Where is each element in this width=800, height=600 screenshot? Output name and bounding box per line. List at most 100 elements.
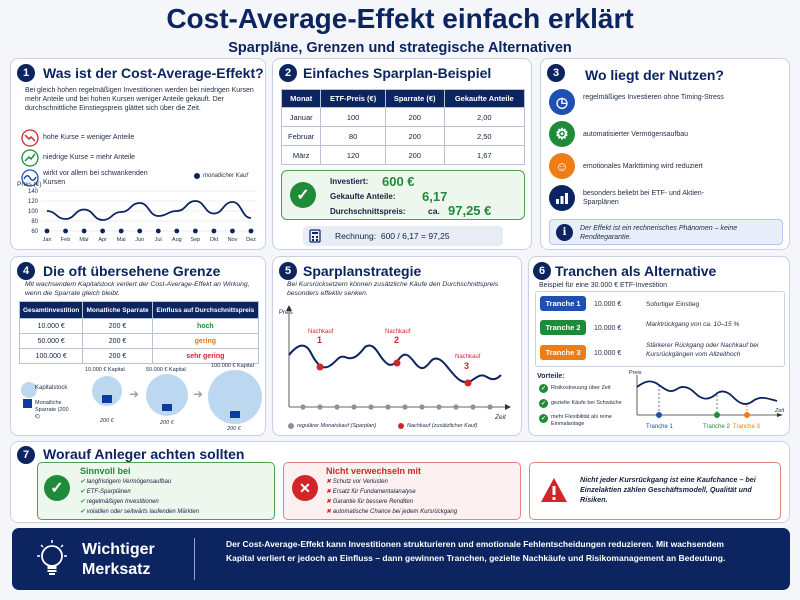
legend-dot-grey	[288, 423, 294, 429]
y-tick-label: 100	[28, 209, 39, 215]
rate-label: 200 €	[100, 418, 114, 424]
section-heading: Die oft übersehene Grenze	[43, 263, 221, 279]
note-box: i Der Effekt ist ein rechnerisches Phäno…	[549, 219, 783, 245]
benefit-item: besonders beliebt bei ETF- und Aktien-Sp…	[583, 190, 705, 206]
good-for-item: ✔ regelmäßigen Investitionen	[80, 499, 159, 505]
monthly-purchase-point	[137, 228, 143, 234]
table-cell: 200 €	[82, 318, 153, 334]
y-tick-label: 80	[31, 219, 38, 225]
tranche-3-label: Tranche 3	[733, 424, 760, 430]
legend-dot-red	[398, 423, 404, 429]
item-text: regelmäßigen Investitionen	[86, 499, 159, 505]
trend-down-icon	[21, 129, 39, 147]
monthly-purchase-point	[211, 228, 217, 234]
monthly-purchase-point	[81, 228, 87, 234]
capital-circle-large	[208, 370, 262, 424]
section-4-card: 4 Die oft übersehene Grenze Mit wachsend…	[10, 256, 266, 436]
checkmark-icon: ✓	[290, 182, 316, 208]
item-text: Garantie für bessere Renditen	[332, 499, 414, 505]
circle-caption: 100.000 € Kapital	[211, 363, 254, 369]
x-tick-label: Jan	[43, 237, 52, 243]
shares-value: 6,17	[422, 189, 448, 204]
section-heading: Worauf Anleger achten sollten	[43, 446, 245, 462]
tranche-2-marker	[714, 412, 720, 418]
table-cell: Januar	[280, 107, 322, 127]
average-price-label: Durchschnittspreis:	[330, 207, 406, 216]
not-confuse-list: ✖ Schutz vor Verlusten ✖ Ersatz für Fund…	[326, 477, 457, 517]
calculation-box: Rechnung: 600 / 6,17 = 97,25	[303, 226, 503, 246]
x-tick-label: Jun	[135, 237, 144, 243]
table-row: Februar 80 200 2,50	[280, 126, 526, 146]
section-heading: Tranchen als Alternative	[555, 263, 717, 279]
circle-caption: 10.000 € Kapital	[85, 367, 125, 373]
item-text: Schutz vor Verlusten	[332, 479, 388, 485]
tranche-2-label: Tranche 2	[703, 424, 730, 430]
section-number: 4	[17, 262, 35, 280]
table-cell: 2,00	[443, 107, 526, 127]
bullet-volatility: wirkt vor allem bei schwankenden Kursen	[43, 170, 148, 186]
intro-text: Mit wachsendem Kapitalstock verliert der…	[25, 281, 250, 297]
nachkauf-number: 2	[394, 335, 400, 345]
nachkauf-marker-2	[393, 359, 401, 367]
tranche-2-badge: Tranche 2	[540, 320, 586, 335]
not-confuse-item: ✖ Garantie für bessere Renditen	[326, 499, 414, 505]
check-icon: ✓	[539, 414, 548, 423]
effect-cell: sehr gering	[151, 348, 260, 364]
x-tick-label: Nov	[228, 237, 238, 243]
strategy-chart	[286, 305, 511, 410]
table-cell: 200	[384, 107, 445, 127]
section-5-card: 5 Sparplanstrategie Bei Kursrücksetzern …	[272, 256, 522, 436]
x-tick-label: Dez	[246, 237, 256, 243]
x-tick-label: Feb	[61, 237, 70, 243]
tranche-description: Marktrückgang von ca. 10–15 %	[646, 321, 740, 328]
column-header: ETF-Preis (€)	[320, 89, 386, 108]
checkmark-icon: ✓	[44, 475, 70, 501]
monthly-purchase-point	[174, 228, 180, 234]
monthly-purchase-point	[192, 228, 198, 234]
good-for-item: ✔ langfristigem Vermögensaufbau	[80, 479, 172, 485]
table-header-row: Gesamtinvestition Monatliche Sparrate Ei…	[18, 301, 260, 319]
y-tick-label: 60	[31, 229, 38, 235]
monthly-purchase-point	[63, 228, 68, 234]
monthly-purchase-point	[118, 228, 124, 234]
nachkauf-number: 1	[317, 335, 323, 345]
legend-label: monatlicher Kauf	[203, 173, 249, 179]
x-tick-label: Mai	[117, 237, 126, 243]
table-cell: 80	[320, 126, 386, 146]
table-cell: 200	[384, 126, 445, 146]
monthly-purchase-point	[248, 228, 254, 234]
section-3-card: 3 Wo liegt der Nutzen? ◷ regelmäßiges In…	[540, 58, 790, 250]
arrow-right-icon: ➜	[129, 387, 140, 401]
nachkauf-label: Nachkauf	[308, 329, 334, 335]
close-icon: ✕	[292, 475, 318, 501]
good-for-box: ✓ Sinnvoll bei ✔ langfristigem Vermögens…	[37, 462, 275, 520]
legend-label: Nachkauf (zusätzlicher Kauf)	[407, 423, 478, 429]
warning-icon	[541, 478, 567, 502]
legend-dot	[194, 173, 200, 179]
item-text: volatilen oder seitwärts laufenden Märkt…	[86, 509, 200, 515]
item-text: Ersatz für Fundamentalanalyse	[332, 489, 416, 495]
x-tick-label: Aug	[172, 237, 182, 243]
arrow-right-icon: ➜	[193, 387, 204, 401]
effect-cell: hoch	[151, 318, 260, 334]
invested-value: 600 €	[382, 174, 415, 189]
section-heading: Einfaches Sparplan-Beispiel	[303, 65, 492, 81]
column-header: Gekaufte Anteile	[443, 89, 526, 108]
intro-text: Beispiel für eine 30.000 € ETF-Investiti…	[539, 282, 668, 289]
nachkauf-number: 3	[464, 361, 470, 371]
capital-legend-swatch	[21, 382, 37, 398]
average-price-value: 97,25 €	[448, 203, 492, 218]
section-7-card: 7 Worauf Anleger achten sollten ✓ Sinnvo…	[10, 441, 790, 523]
y-tick-label: 120	[28, 199, 39, 205]
capital-circle-medium	[146, 374, 188, 416]
table-row: 10.000 €200 € hoch	[18, 318, 260, 334]
section-6-card: 6 Tranchen als Alternative Beispiel für …	[528, 256, 790, 436]
advantage-item: mehr Flexibilität als reine Einmalanlage	[551, 414, 612, 427]
section-number: 3	[547, 64, 565, 82]
price-line	[46, 200, 252, 221]
tranche-1-badge: Tranche 1	[540, 296, 586, 311]
table-cell: Februar	[280, 126, 322, 146]
monthly-purchase-point	[44, 228, 50, 234]
monthly-purchase-point	[230, 228, 235, 234]
tranche-1-marker	[656, 412, 662, 418]
